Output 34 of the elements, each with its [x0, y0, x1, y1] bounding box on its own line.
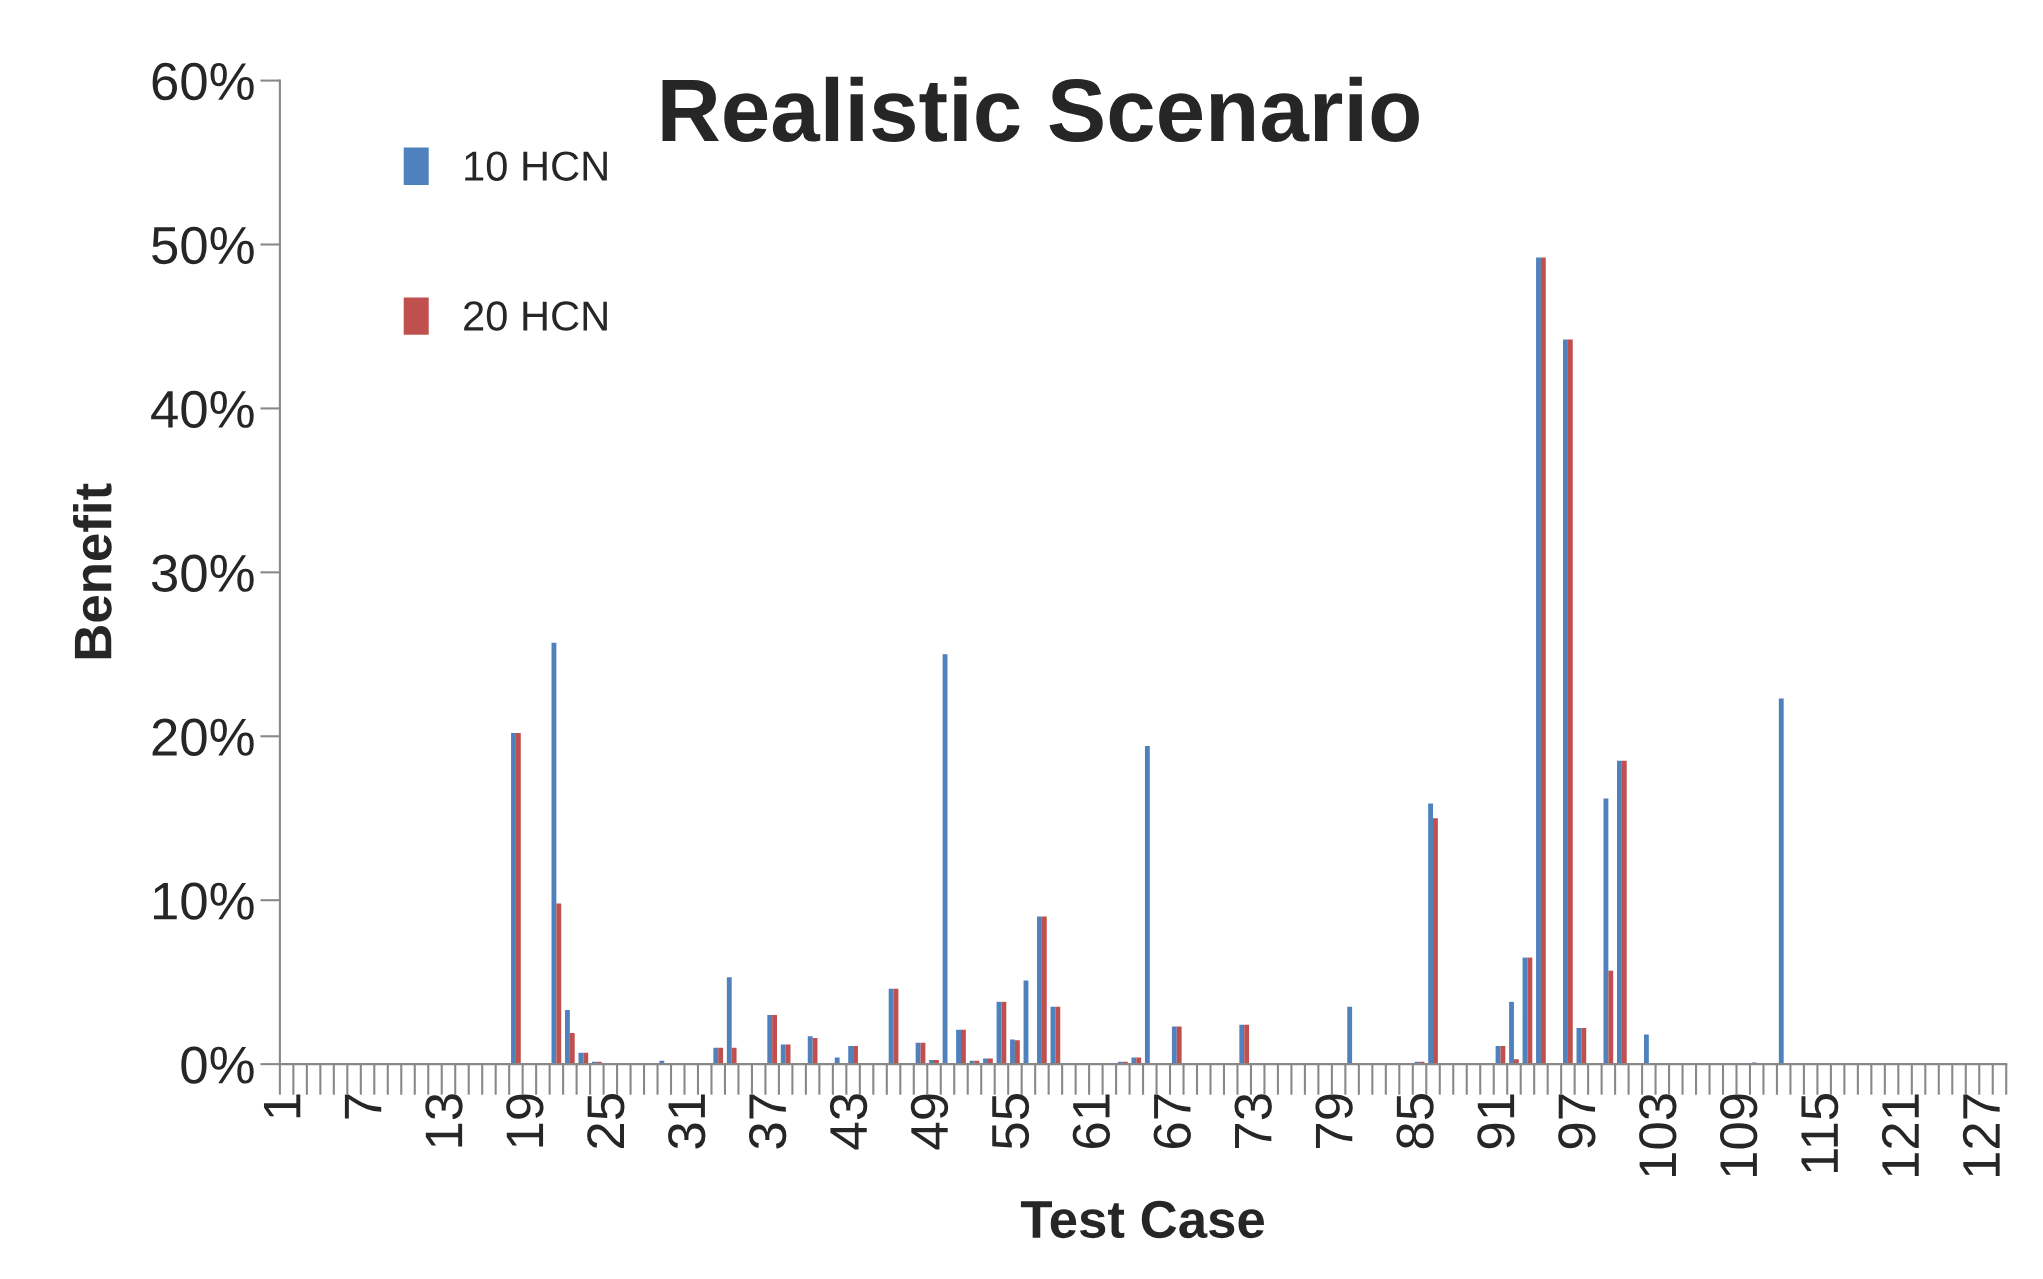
x-tick-label: 109 — [1720, 1094, 1758, 1176]
y-tick-label: 60% — [152, 62, 254, 101]
legend-label: 10 HCN — [465, 151, 607, 181]
y-tick-label: 10% — [153, 882, 254, 920]
x-tick-label: 91 — [1477, 1094, 1515, 1149]
x-tick-label: 1 — [263, 1094, 301, 1118]
x-tick-label: 67 — [1153, 1094, 1191, 1148]
x-tick-label: 103 — [1639, 1094, 1677, 1176]
x-tick-label: 85 — [1396, 1094, 1434, 1149]
x-tick-label: 97 — [1558, 1094, 1596, 1149]
x-tick-label: 13 — [425, 1094, 463, 1147]
x-tick-label: 49 — [910, 1094, 949, 1150]
x-tick-label: 19 — [506, 1094, 544, 1147]
x-tick-label: 31 — [668, 1094, 706, 1149]
legend-label: 20 HCN — [464, 301, 607, 331]
y-tick-label: 30% — [151, 554, 254, 592]
y-tick-label: 0% — [181, 1046, 254, 1084]
x-tick-label: 43 — [829, 1094, 868, 1150]
x-tick-label: 37 — [748, 1094, 787, 1149]
x-tick-label: 115 — [1801, 1094, 1839, 1173]
y-tick-label: 20% — [152, 718, 254, 756]
x-tick-label: 127 — [1962, 1094, 2000, 1176]
x-tick-label: 73 — [1234, 1094, 1272, 1148]
y-axis-title: Benefit — [72, 483, 112, 659]
x-tick-label: 25 — [587, 1094, 625, 1148]
x-tick-label: 121 — [1881, 1094, 1919, 1176]
x-tick-label: 79 — [1315, 1094, 1353, 1148]
x-tick-label: 55 — [992, 1094, 1030, 1149]
y-tick-label: 50% — [152, 226, 254, 265]
x-tick-label: 7 — [344, 1094, 382, 1119]
x-axis-title: Test Case — [1020, 1200, 1264, 1239]
x-tick-label: 61 — [1072, 1094, 1111, 1148]
y-tick-label: 40% — [151, 390, 254, 429]
chart-title: Realistic Scenario — [662, 76, 1419, 142]
